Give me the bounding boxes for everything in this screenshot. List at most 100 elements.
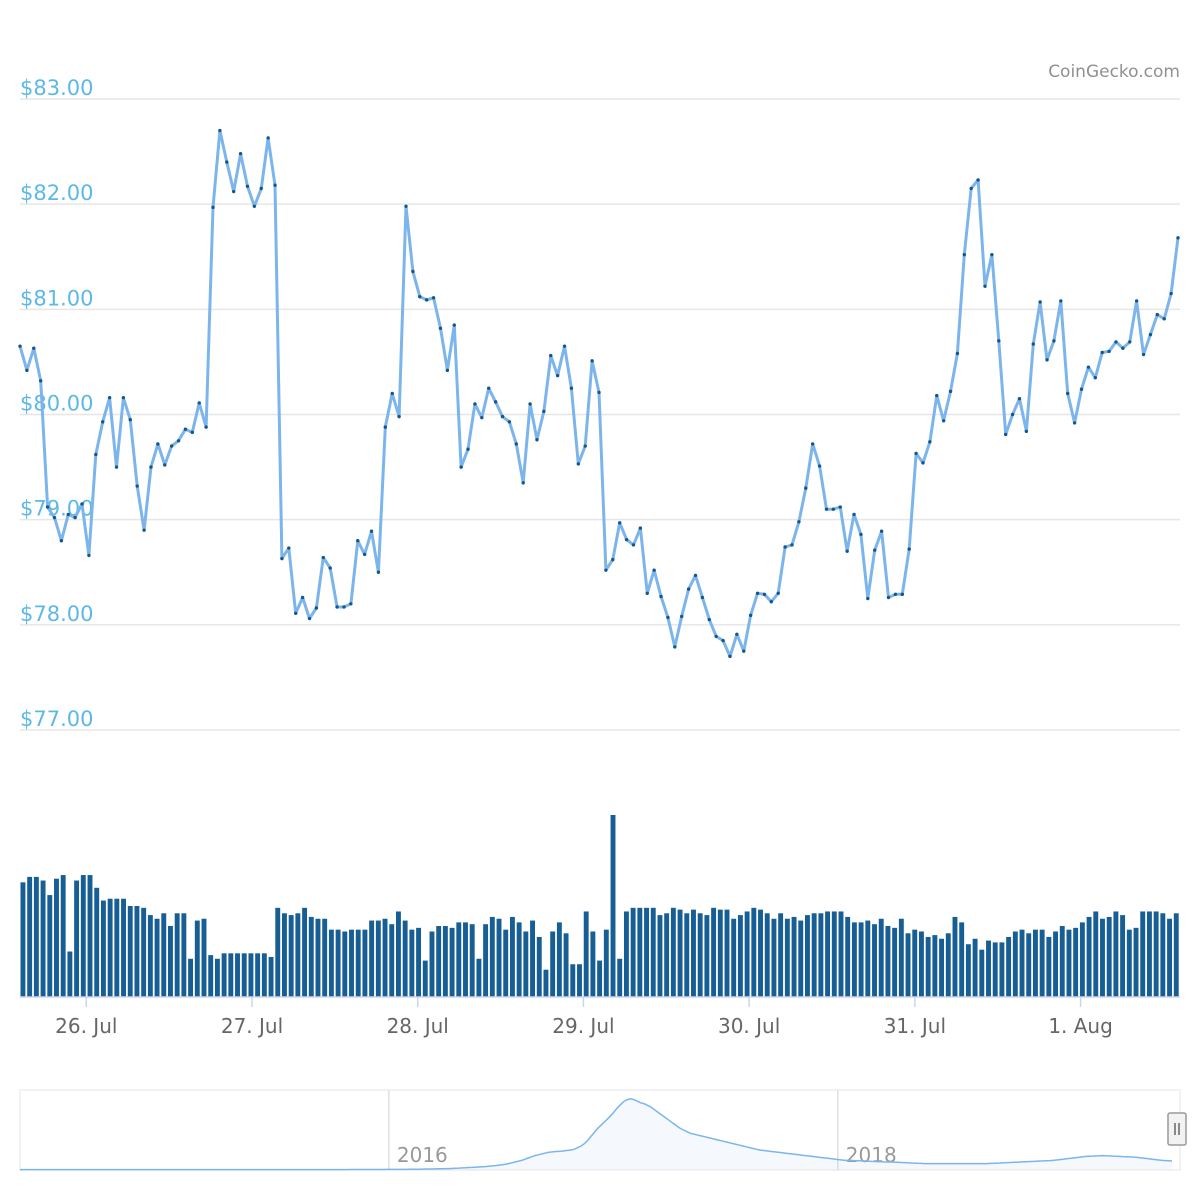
volume-bar — [865, 920, 871, 997]
volume-bar — [94, 887, 100, 997]
price-point — [1121, 346, 1125, 350]
credit-label[interactable]: CoinGecko.com — [1048, 62, 1180, 82]
price-point — [438, 326, 443, 330]
x-tick-label: 28. Jul — [387, 1014, 449, 1038]
volume-bar — [1012, 931, 1018, 997]
volume-bar — [811, 913, 817, 997]
volume-bar — [147, 915, 153, 997]
volume-bar — [818, 913, 824, 997]
navigator-year-label: 2016 — [397, 1143, 448, 1167]
volume-bar — [1153, 911, 1159, 997]
volume-bar — [349, 929, 354, 997]
volume-bar — [261, 953, 267, 997]
volume-bar — [932, 935, 938, 997]
price-point — [294, 611, 298, 615]
volume-bar — [771, 918, 777, 997]
price-point — [211, 205, 215, 210]
volume-bar — [590, 931, 596, 997]
volume-bar — [47, 895, 53, 997]
price-point — [645, 591, 649, 595]
x-tick-label: 31. Jul — [884, 1014, 946, 1038]
price-point — [707, 617, 711, 622]
volume-bar — [530, 920, 536, 997]
price-point — [935, 393, 939, 398]
price-point — [66, 512, 70, 517]
volume-bar — [536, 936, 542, 997]
price-point — [680, 614, 684, 619]
volume-bar — [416, 927, 422, 997]
volume-bar — [302, 907, 308, 997]
volume-bar — [463, 922, 468, 997]
price-point — [52, 515, 57, 520]
volume-bar — [623, 911, 629, 997]
price-point — [418, 295, 422, 299]
price-point — [1093, 375, 1097, 380]
volume-bar — [999, 942, 1005, 997]
price-point — [80, 502, 84, 506]
volume-bar — [174, 913, 180, 997]
price-point — [590, 359, 594, 363]
price-point — [990, 252, 994, 257]
price-point — [1079, 387, 1084, 391]
volume-bar — [1026, 933, 1032, 997]
price-point — [666, 615, 670, 620]
volume-bar — [74, 880, 80, 997]
price-point — [776, 591, 780, 595]
volume-bar — [422, 960, 428, 997]
volume-bar — [657, 915, 663, 997]
price-point — [873, 548, 877, 552]
price-point — [1052, 339, 1056, 343]
volume-bar — [644, 907, 649, 997]
price-point — [18, 344, 22, 348]
price-point — [790, 543, 794, 547]
price-point — [528, 402, 532, 406]
price-point — [866, 596, 870, 601]
volume-bar — [838, 911, 844, 997]
price-point — [218, 128, 222, 133]
price-point — [32, 346, 36, 350]
volume-bar — [1066, 929, 1072, 997]
volume-bar — [972, 938, 978, 997]
volume-bars — [20, 815, 1179, 997]
volume-bar — [1160, 913, 1166, 997]
navigator-handle[interactable] — [1167, 1112, 1187, 1146]
volume-bar — [322, 918, 328, 997]
price-point — [1010, 412, 1015, 417]
volume-bar — [1120, 915, 1126, 997]
volume-bar — [496, 918, 502, 997]
price-point — [652, 568, 656, 572]
volume-bar — [597, 960, 603, 997]
volume-bar — [60, 875, 66, 997]
volume-bar — [577, 964, 582, 997]
price-point — [507, 420, 512, 424]
price-point — [1141, 352, 1146, 357]
price-point — [535, 438, 539, 442]
volume-bar — [952, 916, 958, 997]
volume-bar — [188, 958, 194, 997]
volume-bar — [282, 913, 287, 997]
volume-bar — [402, 920, 408, 997]
volume-bar — [798, 920, 804, 997]
volume-bar — [268, 956, 274, 997]
volume-bar — [456, 922, 462, 997]
volume-bar — [127, 906, 133, 997]
price-point — [473, 402, 477, 406]
price-point — [941, 419, 946, 423]
price-point — [87, 553, 91, 558]
price-point — [955, 351, 960, 356]
price-point — [431, 296, 436, 300]
price-y-axis-labels: $83.00$82.00$81.00$80.00$79.00$78.00$77.… — [20, 76, 93, 731]
volume-bar — [335, 929, 341, 997]
price-point — [163, 463, 167, 467]
price-point — [411, 269, 415, 274]
price-point — [797, 520, 801, 524]
price-point — [804, 486, 808, 490]
price-point — [73, 515, 77, 520]
price-point — [673, 645, 677, 649]
volume-bar — [395, 911, 401, 997]
volume-bar — [744, 911, 750, 997]
volume-bar — [255, 953, 261, 997]
volume-bar — [214, 958, 220, 997]
volume-bar — [134, 906, 140, 997]
volume-bar — [1126, 929, 1132, 997]
